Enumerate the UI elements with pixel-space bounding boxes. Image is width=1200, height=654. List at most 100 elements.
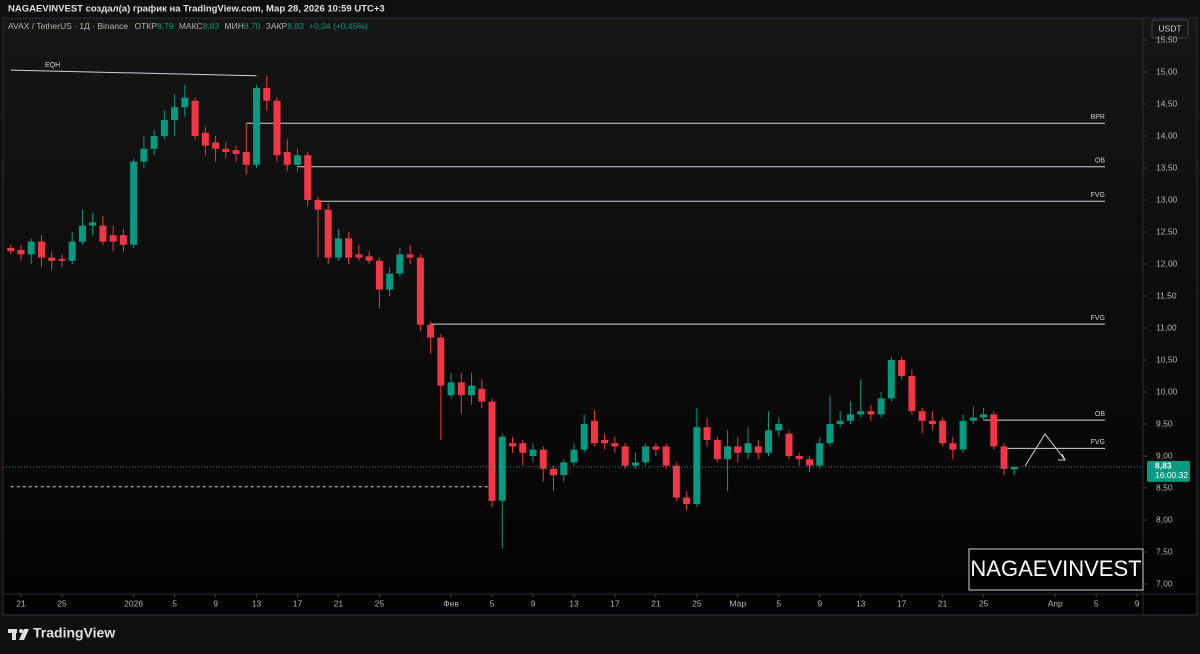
candle-body [191, 100, 199, 136]
candle-body [283, 152, 291, 165]
candle-body [324, 209, 332, 258]
candle-body [713, 440, 721, 460]
logo [8, 629, 29, 640]
candle-body [468, 385, 476, 396]
candle-body [980, 414, 988, 418]
candle-body [642, 446, 650, 463]
candle-body [1000, 446, 1008, 469]
candle-body [201, 132, 209, 146]
x-tick-label: 9 [531, 598, 536, 608]
candle-body [969, 417, 977, 421]
y-tick-label: 7,50 [1156, 546, 1173, 556]
x-tick-label: 17 [293, 598, 303, 608]
candle-body [253, 88, 261, 165]
x-tick-label: 21 [938, 598, 948, 608]
candle-body [744, 443, 752, 453]
change: +0,04 (+0,46%) [309, 21, 368, 31]
x-tick-label: 17 [897, 598, 907, 608]
x-tick-label: 21 [651, 598, 661, 608]
y-tick-label: 15,00 [1156, 66, 1178, 76]
candle-body [406, 254, 414, 258]
candle-body [631, 462, 639, 466]
x-tick-label: 9 [213, 598, 218, 608]
candle-body [17, 249, 25, 255]
candle-body [846, 414, 854, 421]
candle-body [549, 468, 557, 476]
candle-body [478, 388, 486, 402]
candle-body [621, 446, 629, 466]
candle-body [580, 424, 588, 450]
plot: EQH BPR OB FVG FVG OB FVG [3, 62, 1143, 549]
candle-body [160, 120, 168, 136]
x-tick-label: 17 [610, 598, 620, 608]
candle-body [805, 459, 813, 466]
candle-body [212, 142, 220, 149]
candle-body [560, 462, 568, 476]
candle-body [99, 225, 107, 242]
x-tick-label: 13 [252, 598, 262, 608]
candle-body [590, 420, 598, 444]
candle-body [662, 446, 670, 466]
open-label: ОТКР [134, 21, 157, 31]
candle-body [765, 430, 773, 453]
candle-body [242, 152, 250, 165]
level-label: OB [1095, 411, 1105, 418]
level-label: FVG [1091, 315, 1105, 322]
candle-body [355, 254, 363, 258]
candle-body [529, 449, 537, 456]
candle-body [89, 222, 97, 226]
level-label: OB [1095, 158, 1105, 165]
candle-body [7, 248, 15, 252]
y-tick-label: 8,50 [1156, 482, 1173, 492]
y-tick-label: 14,50 [1156, 98, 1178, 108]
last-price-box [1147, 460, 1190, 482]
currency[interactable]: USDT [1158, 23, 1181, 33]
candle-body [918, 411, 926, 421]
candle-body [437, 337, 445, 386]
last-price-label: 8,83 [1155, 461, 1172, 471]
candle-body [785, 433, 793, 456]
candle-body [703, 427, 711, 440]
eqh-line [10, 69, 257, 77]
y-tick-label: 9,50 [1156, 418, 1173, 428]
candle-body [37, 241, 45, 258]
candle-body [867, 411, 875, 415]
candle-body [693, 427, 701, 504]
candle-body [416, 257, 424, 325]
y-tick-label: 10,50 [1156, 354, 1178, 364]
candle-body [150, 136, 158, 149]
candle-body [273, 100, 281, 156]
x-tick-label: Мар [729, 598, 746, 608]
currency-box[interactable] [1151, 19, 1189, 39]
candle-body [314, 200, 322, 210]
candle-body [119, 235, 127, 245]
candle-body [427, 324, 435, 338]
candle-body [222, 148, 230, 152]
x-tick-label: Фев [443, 598, 459, 608]
candle-body [754, 446, 762, 453]
projection-arrow [1024, 433, 1066, 467]
candle-body [724, 446, 732, 460]
candle-body [1010, 466, 1018, 470]
candle-body [949, 443, 957, 450]
candle-body [386, 273, 394, 290]
candle-body [396, 254, 404, 274]
candle-body [836, 420, 844, 424]
x-tick-label: 5 [1094, 598, 1099, 608]
candle-body [939, 420, 947, 444]
watermark: NAGAEVINVEST [970, 556, 1141, 581]
candle-body [334, 238, 342, 258]
x-tick-label: 13 [569, 598, 579, 608]
candle-body [181, 97, 189, 108]
candle-body [539, 449, 547, 469]
candle-body [683, 497, 691, 504]
high-label: МАКС [179, 21, 203, 31]
candle-body [601, 440, 609, 444]
low-label: МИН [225, 21, 244, 31]
candle-body [447, 382, 455, 396]
candle-body [826, 424, 834, 444]
candle-body [959, 420, 967, 450]
x-tick-label: 21 [334, 598, 344, 608]
candle-body [171, 107, 179, 120]
